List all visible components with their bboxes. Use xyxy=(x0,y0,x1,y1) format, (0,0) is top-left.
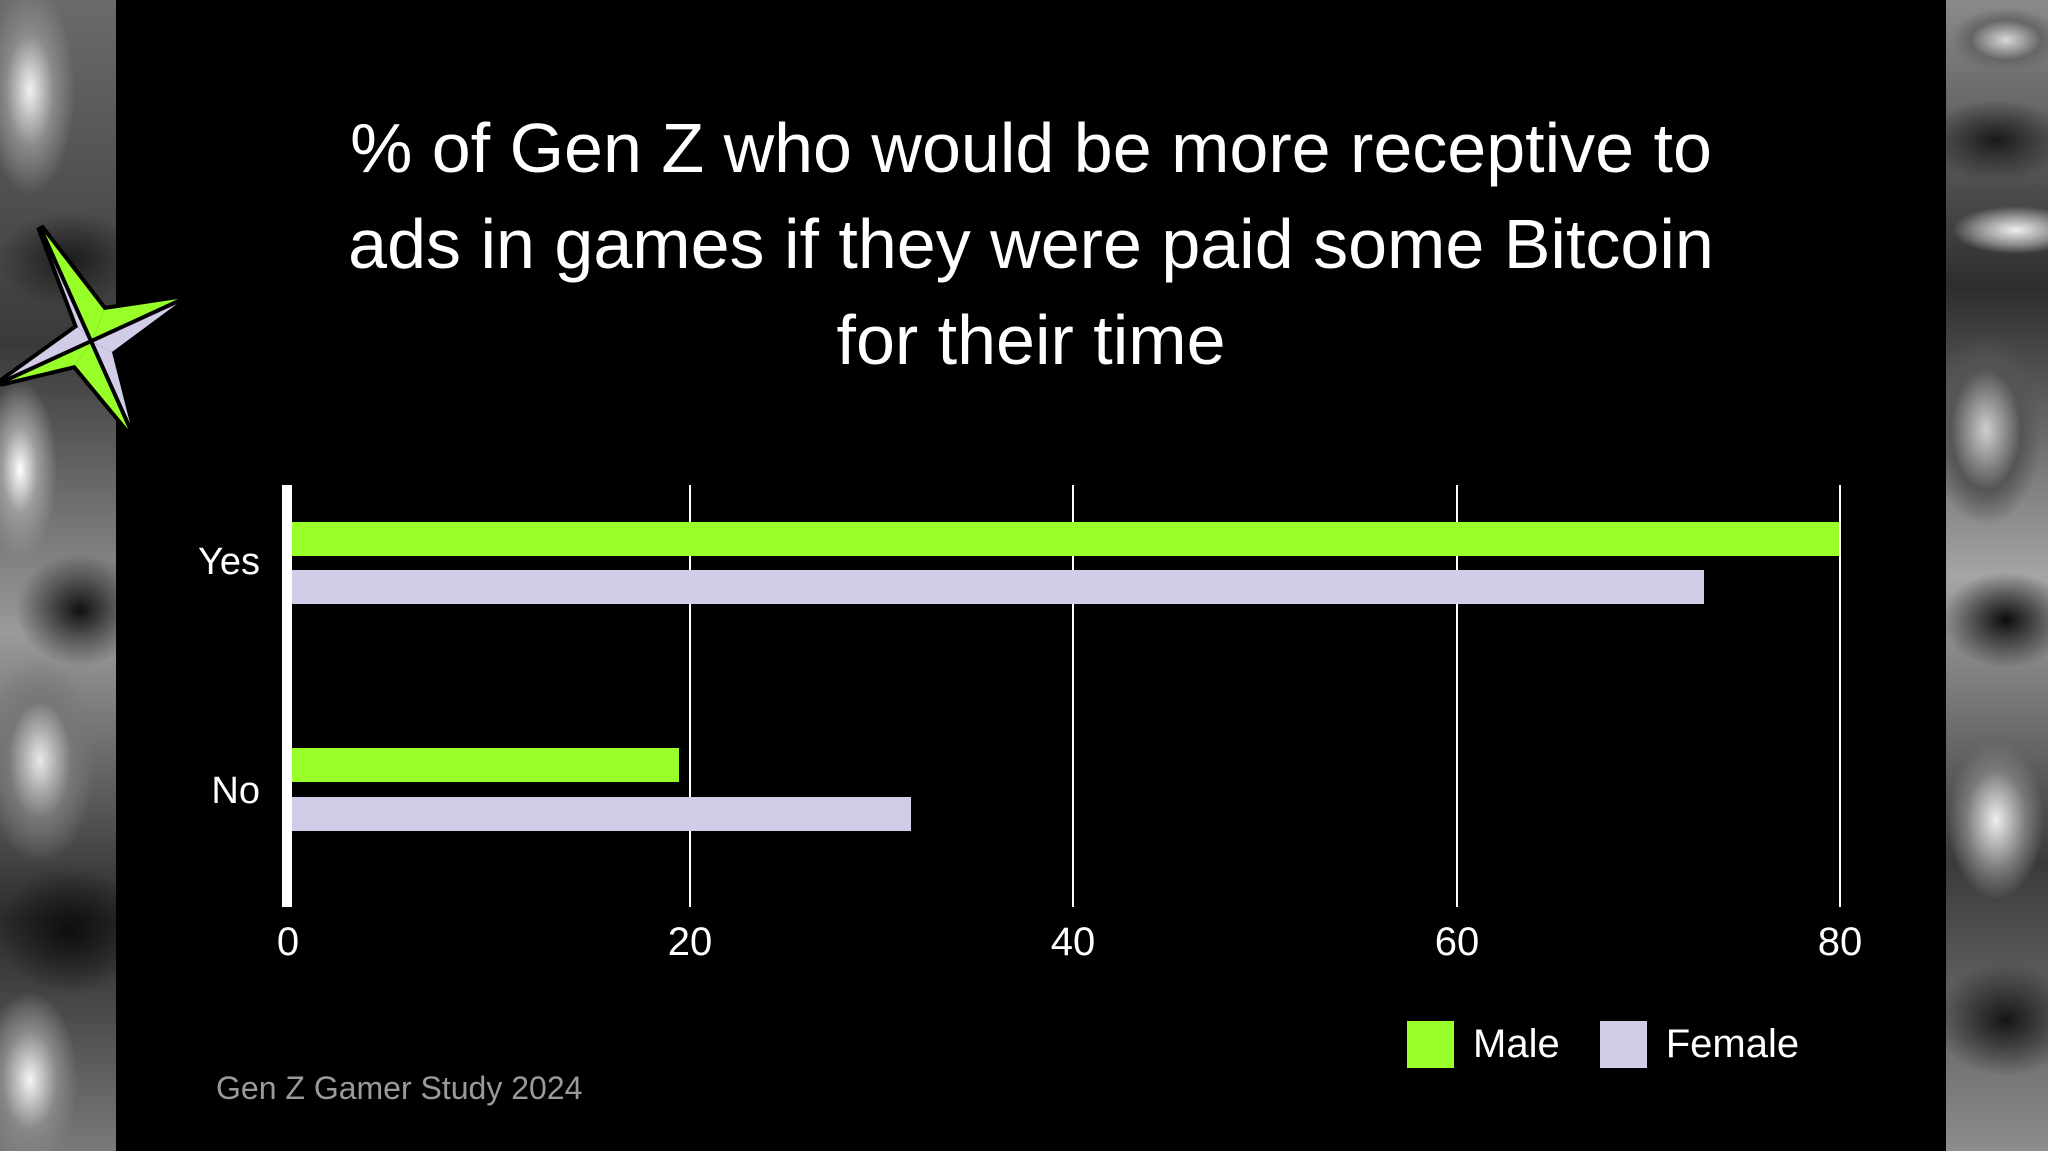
four-point-star-icon xyxy=(0,224,188,438)
title-line-3: for their time xyxy=(836,301,1226,379)
chart-legend: Male Female xyxy=(1407,1021,1839,1068)
gridline-80 xyxy=(1839,485,1841,907)
x-tick-20: 20 xyxy=(667,920,713,964)
x-tick-0: 0 xyxy=(276,920,300,964)
gridline-40 xyxy=(1072,485,1074,907)
legend-item-female: Female xyxy=(1599,1021,1800,1068)
title-line-2: ads in games if they were paid some Bitc… xyxy=(348,205,1714,283)
gridline-60 xyxy=(1456,485,1458,907)
chrome-background-left xyxy=(0,0,118,1151)
x-tick-40: 40 xyxy=(1050,920,1096,964)
bar-no-male xyxy=(292,748,679,782)
chrome-background-right xyxy=(1946,0,2048,1151)
bar-no-female xyxy=(292,797,911,831)
x-tick-60: 60 xyxy=(1434,920,1480,964)
chart-title: % of Gen Z who would be more receptive t… xyxy=(116,100,1946,388)
legend-item-male: Male xyxy=(1407,1021,1560,1068)
title-line-1: % of Gen Z who would be more receptive t… xyxy=(350,109,1712,187)
bar-yes-female xyxy=(292,570,1704,604)
category-label-yes: Yes xyxy=(198,541,260,583)
x-tick-80: 80 xyxy=(1817,920,1863,964)
source-note: Gen Z Gamer Study 2024 xyxy=(216,1070,583,1106)
bar-yes-male xyxy=(292,522,1839,556)
legend-label-male: Male xyxy=(1473,1022,1560,1066)
category-label-no: No xyxy=(211,770,260,812)
legend-swatch-male xyxy=(1407,1021,1454,1068)
legend-label-female: Female xyxy=(1665,1022,1800,1066)
gridline-20 xyxy=(689,485,691,907)
legend-swatch-female xyxy=(1599,1021,1647,1068)
y-axis-line xyxy=(282,485,292,907)
